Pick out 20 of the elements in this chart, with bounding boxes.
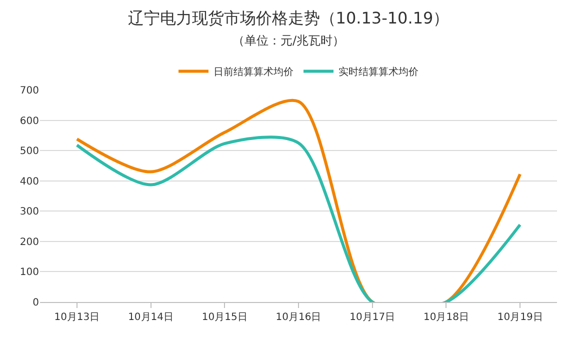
y-tick-label: 300 (20, 206, 39, 218)
x-tick-label: 10月17日 (350, 312, 396, 323)
legend-label: 实时结算算术均价 (338, 66, 418, 78)
x-tick-label: 10月13日 (54, 312, 100, 323)
x-tick-label: 10月15日 (202, 312, 248, 323)
y-tick-label: 700 (20, 86, 39, 96)
line-series (75, 99, 522, 302)
chart-title: 辽宁电力现货市场价格走势（10.13-10.19） (128, 8, 450, 28)
x-tick-label: 10月18日 (423, 312, 469, 323)
x-tick-label: 10月16日 (276, 312, 322, 323)
y-tick-label: 400 (20, 176, 39, 188)
chart-subtitle: （单位：元/兆瓦时） (232, 33, 345, 48)
legend-label: 日前结算算术均价 (214, 66, 294, 78)
x-tick-label: 10月14日 (128, 312, 174, 323)
y-tick-label: 100 (20, 267, 39, 278)
y-tick-label: 500 (20, 146, 39, 158)
y-tick-label: 600 (20, 116, 39, 127)
x-tick-label: 10月19日 (497, 312, 543, 323)
y-tick-label: 0 (32, 298, 39, 308)
y-tick-label: 200 (20, 236, 39, 248)
